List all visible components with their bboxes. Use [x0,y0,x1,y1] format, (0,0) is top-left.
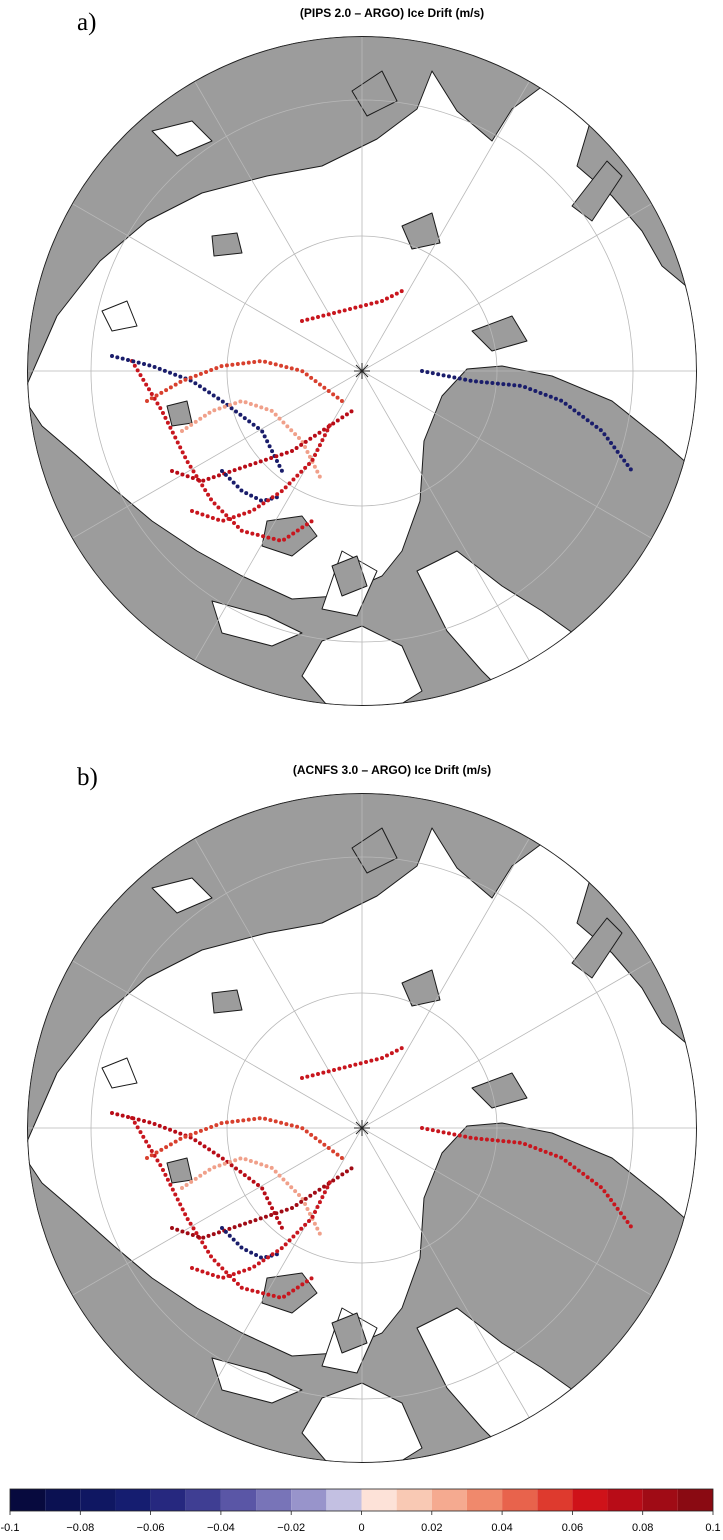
colorbar-bin [396,1489,432,1511]
drift-trails [110,289,634,544]
colorbar-bin [466,1489,503,1511]
map [22,793,707,1473]
drift-trails [110,1046,634,1301]
tick-label: −0.08 [66,1522,94,1534]
colorbar-bin [361,1489,397,1511]
panel-label: b) [77,764,98,791]
colorbar-bin [220,1489,257,1511]
colorbar-bin [326,1489,362,1511]
tick-label: 0.1 [705,1522,720,1534]
map [22,36,707,716]
colorbar-bin [291,1489,327,1511]
panel-title: (ACNFS 3.0 – ARGO) Ice Drift (m/s) [293,763,491,777]
colorbar-bin [431,1489,467,1511]
tick-label: −0.02 [277,1522,305,1534]
colorbar-bin [256,1489,292,1511]
colorbar-bin [150,1489,186,1511]
colorbar-bin [10,1489,46,1511]
tick-label: 0 [358,1522,364,1534]
colorbar-bin [607,1489,643,1511]
colorbar-bin [80,1489,116,1511]
colorbar: -0.1 −0.08 −0.06 −0.04 −0.02 0 0.02 0.04 0.06 0.0… [1,1488,721,1534]
panel-label: a) [77,9,96,36]
colorbar-bin [642,1489,678,1511]
colorbar-bin [677,1489,713,1511]
tick-label: -0.1 [1,1522,20,1534]
tick-label: 0.04 [491,1522,512,1534]
tick-label: 0.06 [562,1522,583,1534]
colorbar-bin [185,1489,221,1511]
colorbar-bin [502,1489,538,1511]
colorbar-bin [115,1489,151,1511]
panel-title: (PIPS 2.0 – ARGO) Ice Drift (m/s) [300,6,484,20]
tick-label: −0.06 [137,1522,165,1534]
colorbar-bin [572,1489,608,1511]
tick-label: 0.08 [632,1522,653,1534]
tick-label: −0.04 [207,1522,235,1534]
colorbar-bin [45,1489,81,1511]
tick-label: 0.02 [421,1522,442,1534]
colorbar-bin [537,1489,573,1511]
